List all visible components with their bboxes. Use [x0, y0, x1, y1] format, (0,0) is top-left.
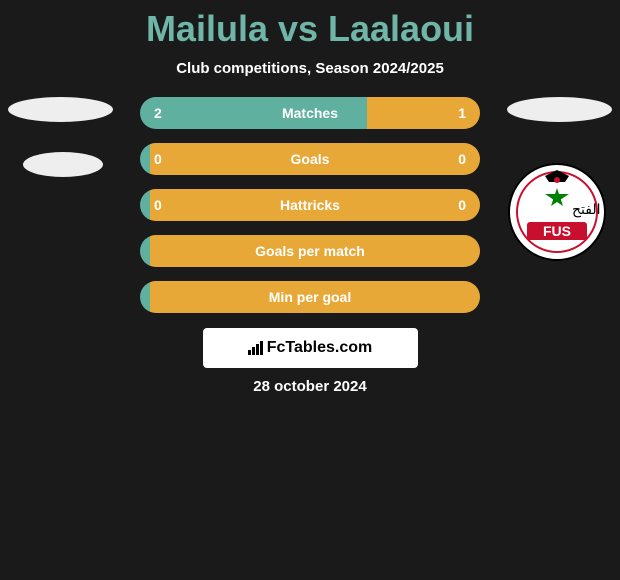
- placeholder-logo-icon: [8, 97, 113, 122]
- club-crest-icon: FUS الفتح: [507, 162, 607, 262]
- stat-row: Hattricks 0 0: [140, 189, 480, 221]
- stat-value-left: 0: [154, 151, 162, 167]
- stat-bar-left: [140, 189, 150, 221]
- stat-bar-left: [140, 281, 150, 313]
- stat-row: Goals 0 0: [140, 143, 480, 175]
- stat-bar-left: [140, 235, 150, 267]
- footer-brand-text: FcTables.com: [248, 339, 373, 357]
- footer-date: 28 october 2024: [0, 378, 620, 395]
- stats-area: FUS الفتح Matches21Goals00Hattricks00Goa…: [0, 97, 620, 313]
- brand-label: FcTables.com: [267, 339, 373, 357]
- stat-row: Goals per match: [140, 235, 480, 267]
- svg-text:الفتح: الفتح: [572, 203, 601, 218]
- club-logo-left: [8, 97, 113, 177]
- stat-value-right: 1: [458, 105, 466, 121]
- stat-label: Matches: [282, 105, 338, 121]
- stat-bar-left: [140, 143, 150, 175]
- stat-label: Goals: [291, 151, 330, 167]
- placeholder-logo-icon: [507, 97, 612, 122]
- stat-label: Goals per match: [255, 243, 365, 259]
- bar-chart-icon: [248, 341, 263, 355]
- stat-value-left: 0: [154, 197, 162, 213]
- stat-value-left: 2: [154, 105, 162, 121]
- stat-row: Matches 2 1: [140, 97, 480, 129]
- placeholder-logo-icon: [23, 152, 103, 177]
- stat-label: Min per goal: [269, 289, 351, 305]
- stat-row: Min per goal: [140, 281, 480, 313]
- stat-rows: Matches 2 1 Goals 0 0 Hattricks 0 0 Goals per mat…: [140, 97, 480, 313]
- footer-brand-badge: FcTables.com: [203, 328, 418, 368]
- stat-value-right: 0: [458, 151, 466, 167]
- infographic-container: Mailula vs Laalaoui Club competitions, S…: [0, 0, 620, 395]
- club-logo-right: FUS الفتح: [507, 97, 612, 267]
- svg-text:FUS: FUS: [543, 223, 571, 239]
- page-title: Mailula vs Laalaoui: [0, 8, 620, 50]
- page-subtitle: Club competitions, Season 2024/2025: [0, 60, 620, 77]
- stat-value-right: 0: [458, 197, 466, 213]
- stat-label: Hattricks: [280, 197, 340, 213]
